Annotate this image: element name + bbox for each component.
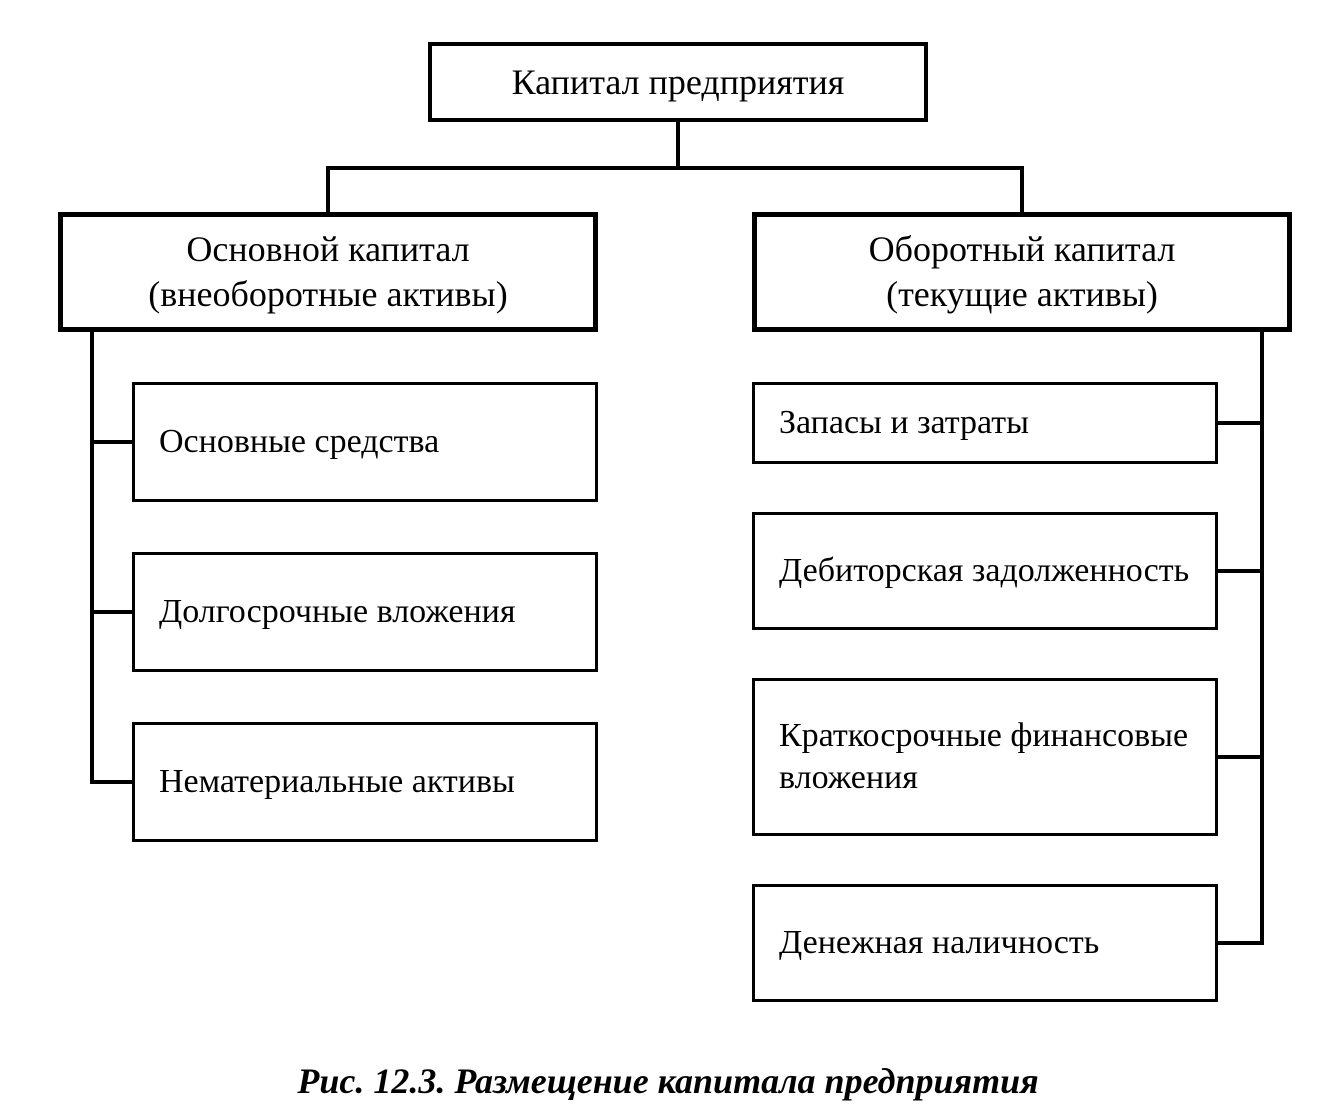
root-node-label: Капитал предприятия <box>512 60 845 105</box>
branch-header-fixed: Основной капитал(внеоборотные активы) <box>58 212 598 332</box>
leaf-current-0-label: Запасы и затраты <box>779 402 1029 445</box>
leaf-fixed-0-label: Основные средства <box>159 421 439 464</box>
branch-header-fixed-label: Основной капитал(внеоборотные активы) <box>148 227 507 317</box>
leaf-current-2-label: Краткосрочные финансовые вложения <box>779 715 1203 800</box>
leaf-current-0: Запасы и затраты <box>752 382 1218 464</box>
leaf-fixed-1-label: Долгосрочные вложения <box>159 591 516 634</box>
leaf-current-1-label: Дебиторская задолженность <box>779 550 1189 593</box>
diagram-canvas: Капитал предприятия Основной капитал(внео… <box>0 0 1336 1116</box>
branch-header-current: Оборотный капитал(текущие активы) <box>752 212 1292 332</box>
leaf-current-1: Дебиторская задолженность <box>752 512 1218 630</box>
leaf-fixed-2-label: Нематериальные активы <box>159 761 515 804</box>
leaf-fixed-0: Основные средства <box>132 382 598 502</box>
root-node: Капитал предприятия <box>428 42 928 122</box>
figure-caption: Рис. 12.3. Размещение капитала предприят… <box>0 1060 1336 1102</box>
leaf-fixed-2: Нематериальные активы <box>132 722 598 842</box>
leaf-current-2: Краткосрочные финансовые вложения <box>752 678 1218 836</box>
leaf-fixed-1: Долгосрочные вложения <box>132 552 598 672</box>
leaf-current-3-label: Денежная наличность <box>779 922 1099 965</box>
leaf-current-3: Денежная наличность <box>752 884 1218 1002</box>
branch-header-current-label: Оборотный капитал(текущие активы) <box>869 227 1176 317</box>
